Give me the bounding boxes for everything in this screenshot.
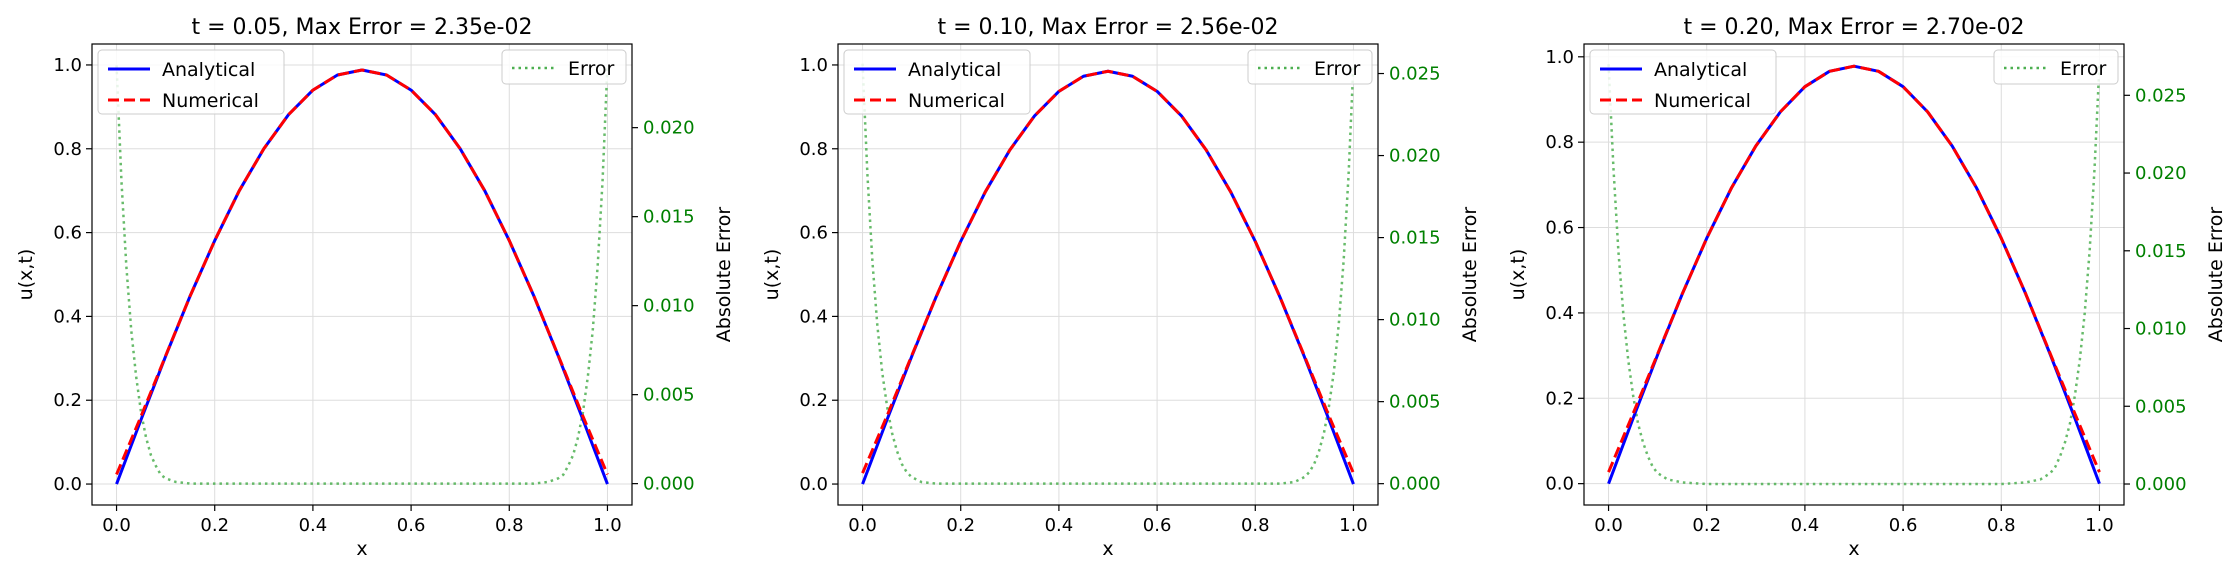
x-tick-label: 0.8 bbox=[1241, 515, 1270, 536]
legend-label-error: Error bbox=[2060, 58, 2107, 80]
series-numerical-line bbox=[115, 68, 609, 475]
y-right-tick-label: 0.020 bbox=[643, 118, 695, 139]
legend-left: Analytical Numerical bbox=[843, 49, 1031, 115]
series-error-line bbox=[861, 63, 1355, 485]
y-tick-label: 0.0 bbox=[53, 474, 82, 495]
y-right-tick-label: 0.005 bbox=[643, 385, 695, 406]
series-analytical-line bbox=[115, 68, 609, 485]
y-tick-label: 0.2 bbox=[1545, 388, 1574, 409]
y-right-tick-label: 0.010 bbox=[643, 296, 695, 317]
x-tick-label: 0.2 bbox=[946, 515, 975, 536]
y-right-tick-label: 0.000 bbox=[2135, 474, 2187, 495]
y-tick-label: 0.2 bbox=[799, 390, 828, 411]
x-tick-label: 1.0 bbox=[2085, 515, 2114, 536]
y-tick-label: 0.2 bbox=[53, 390, 82, 411]
axes-frame bbox=[91, 43, 633, 506]
y-tick-label: 0.6 bbox=[799, 223, 828, 244]
y-axis-label: u(x,t) bbox=[15, 249, 37, 301]
legend-label-numerical: Numerical bbox=[162, 90, 259, 112]
legend-label-analytical: Analytical bbox=[1654, 59, 1747, 81]
subplot-1: 0.0 0.2 0.4 0.6 0.8 1.0 0.0 0.2 0.4 0.6 0.8 1.0 0.00… bbox=[15, 15, 735, 560]
x-tick-label: 0.0 bbox=[102, 515, 131, 536]
y-tick-label: 0.4 bbox=[799, 306, 828, 327]
y-right-tick-label: 0.020 bbox=[2135, 163, 2187, 184]
legend-right: Error bbox=[1993, 49, 2119, 85]
subplot-2: 0.0 0.2 0.4 0.6 0.8 1.0 0.0 0.2 0.4 0.6 0.8 1.0 0.00… bbox=[761, 15, 1481, 560]
x-tick-label: 0.8 bbox=[1987, 515, 2016, 536]
legend-right: Error bbox=[1247, 49, 1373, 85]
y-tick-label: 0.8 bbox=[53, 139, 82, 160]
y-right-axis-label: Absolute Error bbox=[2205, 207, 2227, 343]
x-tick-label: 0.4 bbox=[1791, 515, 1820, 536]
y-right-tick-label: 0.015 bbox=[2135, 241, 2187, 262]
y-tick-label: 0.8 bbox=[1545, 132, 1574, 153]
x-tick-label: 0.2 bbox=[1692, 515, 1721, 536]
y-tick-label: 0.4 bbox=[53, 306, 82, 327]
chart-title: t = 0.20, Max Error = 2.70e-02 bbox=[1684, 15, 2025, 40]
series-numerical-line bbox=[1607, 64, 2101, 473]
x-axis-label: x bbox=[1102, 538, 1113, 560]
x-tick-label: 0.4 bbox=[1045, 515, 1074, 536]
y-axis-label: u(x,t) bbox=[761, 249, 783, 301]
legend-label-analytical: Analytical bbox=[162, 59, 255, 81]
x-tick-label: 0.8 bbox=[495, 515, 524, 536]
subplot-3: 0.0 0.2 0.4 0.6 0.8 1.0 0.0 0.2 0.4 0.6 0.8 1.0 0.00… bbox=[1507, 15, 2227, 560]
y-tick-label: 0.8 bbox=[799, 139, 828, 160]
series-error-line bbox=[1607, 64, 2101, 486]
y-right-tick-label: 0.015 bbox=[643, 207, 695, 228]
y-tick-label: 1.0 bbox=[1545, 47, 1574, 68]
axes-frame bbox=[837, 43, 1379, 506]
series-error-line bbox=[115, 65, 609, 485]
y-tick-label: 1.0 bbox=[53, 55, 82, 76]
y-tick-label: 0.0 bbox=[799, 474, 828, 495]
legend-label-error: Error bbox=[568, 58, 615, 80]
series-analytical-line bbox=[1607, 64, 2101, 485]
y-right-tick-label: 0.010 bbox=[2135, 319, 2187, 340]
y-right-tick-label: 0.000 bbox=[643, 474, 695, 495]
x-axis-label: x bbox=[356, 538, 367, 560]
x-tick-label: 0.0 bbox=[848, 515, 877, 536]
legend-left: Analytical Numerical bbox=[97, 49, 285, 115]
y-right-tick-label: 0.025 bbox=[1389, 64, 1441, 85]
x-tick-label: 0.6 bbox=[397, 515, 426, 536]
x-tick-label: 0.0 bbox=[1594, 515, 1623, 536]
legend-label-error: Error bbox=[1314, 58, 1361, 80]
legend-right: Error bbox=[501, 49, 627, 85]
y-tick-label: 1.0 bbox=[799, 55, 828, 76]
y-right-tick-label: 0.005 bbox=[2135, 396, 2187, 417]
legend-label-numerical: Numerical bbox=[1654, 90, 1751, 112]
y-tick-label: 0.6 bbox=[1545, 218, 1574, 239]
series-analytical-line bbox=[861, 69, 1355, 485]
x-tick-label: 0.6 bbox=[1889, 515, 1918, 536]
y-right-axis-label: Absolute Error bbox=[713, 207, 735, 343]
x-tick-label: 1.0 bbox=[1339, 515, 1368, 536]
legend-left: Analytical Numerical bbox=[1589, 49, 1777, 115]
y-right-tick-label: 0.010 bbox=[1389, 310, 1441, 331]
chart-title: t = 0.05, Max Error = 2.35e-02 bbox=[192, 15, 533, 40]
chart-title: t = 0.10, Max Error = 2.56e-02 bbox=[938, 15, 1279, 40]
y-right-tick-label: 0.005 bbox=[1389, 392, 1441, 413]
y-tick-label: 0.6 bbox=[53, 223, 82, 244]
y-right-tick-label: 0.000 bbox=[1389, 474, 1441, 495]
y-tick-label: 0.0 bbox=[1545, 474, 1574, 495]
axes-frame bbox=[1583, 43, 2125, 506]
legend-label-numerical: Numerical bbox=[908, 90, 1005, 112]
y-tick-label: 0.4 bbox=[1545, 303, 1574, 324]
y-right-tick-label: 0.015 bbox=[1389, 228, 1441, 249]
x-tick-label: 0.2 bbox=[200, 515, 229, 536]
x-tick-label: 0.6 bbox=[1143, 515, 1172, 536]
legend-label-analytical: Analytical bbox=[908, 59, 1001, 81]
x-tick-label: 1.0 bbox=[593, 515, 622, 536]
y-right-axis-label: Absolute Error bbox=[1459, 207, 1481, 343]
y-right-tick-label: 0.020 bbox=[1389, 146, 1441, 167]
series-numerical-line bbox=[861, 69, 1355, 474]
x-axis-label: x bbox=[1848, 538, 1859, 560]
x-tick-label: 0.4 bbox=[299, 515, 328, 536]
y-axis-label: u(x,t) bbox=[1507, 249, 1529, 301]
y-right-tick-label: 0.025 bbox=[2135, 85, 2187, 106]
